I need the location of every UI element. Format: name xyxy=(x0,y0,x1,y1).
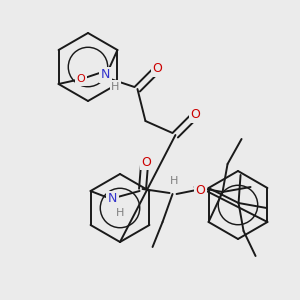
Text: O: O xyxy=(142,155,152,169)
Text: N: N xyxy=(108,193,117,206)
Text: O: O xyxy=(152,62,162,76)
Text: N: N xyxy=(101,68,110,82)
Text: O: O xyxy=(196,184,206,196)
Text: H: H xyxy=(111,82,120,92)
Text: O: O xyxy=(190,109,200,122)
Text: H: H xyxy=(170,176,179,186)
Text: H: H xyxy=(116,208,125,218)
Text: O: O xyxy=(76,74,85,84)
